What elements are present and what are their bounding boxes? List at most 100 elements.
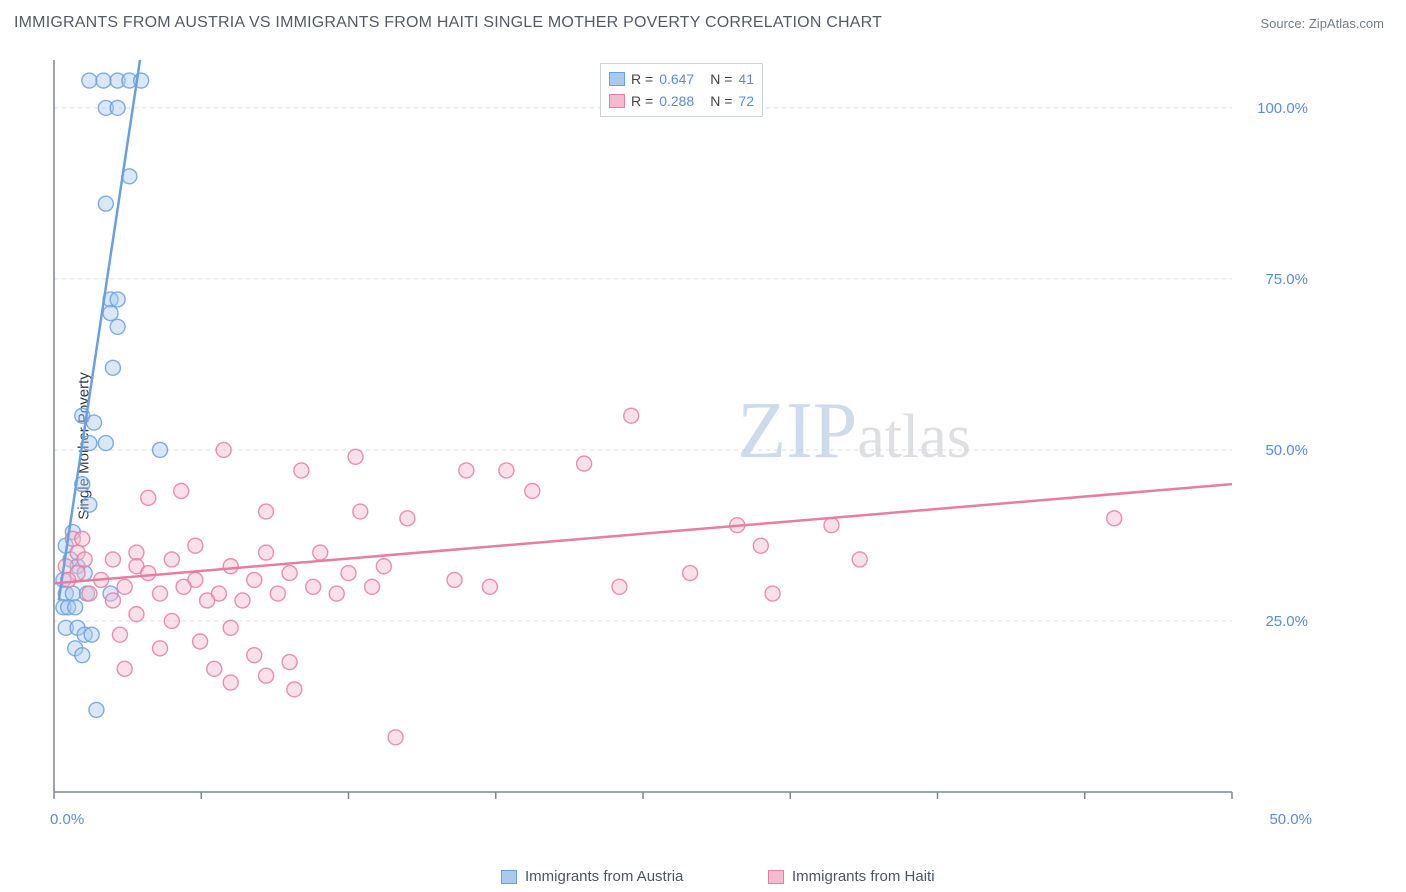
data-point-austria [110,100,125,115]
data-point-austria [82,73,97,88]
y-tick-label: 25.0% [1265,613,1308,630]
data-point-haiti [499,463,514,478]
data-point-haiti [176,579,191,594]
data-point-austria [105,360,120,375]
data-point-haiti [624,408,639,423]
data-point-austria [65,586,80,601]
data-point-austria [87,415,102,430]
data-point-haiti [294,463,309,478]
legend-n-key: N = [710,93,732,109]
data-point-haiti [75,531,90,546]
y-tick-label: 75.0% [1265,271,1308,288]
y-tick-label: 100.0% [1257,100,1308,117]
data-point-haiti [188,538,203,553]
data-point-haiti [447,572,462,587]
data-point-austria [153,442,168,457]
data-point-haiti [216,442,231,457]
data-point-austria [103,306,118,321]
data-point-austria [68,600,83,615]
data-point-haiti [247,648,262,663]
data-point-haiti [164,613,179,628]
data-point-haiti [388,730,403,745]
series-legend-haiti: Immigrants from Haiti [768,868,935,885]
data-point-haiti [82,586,97,601]
data-point-austria [98,436,113,451]
data-point-haiti [200,593,215,608]
trend-line-haiti [54,484,1232,583]
data-point-haiti [117,661,132,676]
data-point-haiti [353,504,368,519]
legend-swatch-icon [609,94,625,108]
data-point-haiti [153,641,168,656]
data-point-haiti [459,463,474,478]
data-point-haiti [259,668,274,683]
data-point-haiti [612,579,627,594]
data-point-haiti [287,682,302,697]
data-point-haiti [577,456,592,471]
data-point-austria [110,292,125,307]
legend-r-value: 0.288 [659,93,694,109]
data-point-austria [82,497,97,512]
y-tick-label: 50.0% [1265,442,1308,459]
data-point-haiti [223,559,238,574]
chart-plot-area: ZIPatlas25.0%50.0%75.0%100.0%0.0%50.0% R… [48,60,1318,834]
legend-r-key: R = [631,71,653,87]
data-point-austria [89,702,104,717]
data-point-haiti [235,593,250,608]
data-point-haiti [129,607,144,622]
data-point-austria [96,73,111,88]
data-point-haiti [141,490,156,505]
data-point-haiti [824,518,839,533]
correlation-legend: R =0.647N =41R =0.288N =72 [600,63,763,117]
data-point-haiti [247,572,262,587]
data-point-haiti [329,586,344,601]
legend-label-haiti: Immigrants from Haiti [792,868,935,885]
data-point-haiti [223,620,238,635]
legend-swatch-icon [609,72,625,86]
data-point-haiti [174,483,189,498]
source-attribution: Source: ZipAtlas.com [1260,16,1384,31]
data-point-haiti [129,545,144,560]
data-point-haiti [207,661,222,676]
data-point-austria [84,627,99,642]
data-point-haiti [1107,511,1122,526]
data-point-haiti [376,559,391,574]
legend-r-value: 0.647 [659,71,694,87]
watermark: ZIPatlas [737,387,971,475]
data-point-haiti [153,586,168,601]
data-point-haiti [112,627,127,642]
data-point-haiti [117,579,132,594]
data-point-haiti [223,675,238,690]
data-point-austria [98,196,113,211]
chart-svg: ZIPatlas25.0%50.0%75.0%100.0%0.0%50.0% [48,60,1318,834]
data-point-haiti [306,579,321,594]
data-point-haiti [259,504,274,519]
data-point-haiti [400,511,415,526]
legend-n-key: N = [710,71,732,87]
legend-swatch-icon [501,870,517,884]
trend-line-austria [59,60,149,600]
legend-row-haiti: R = 0.288 N = 72 [609,90,754,112]
legend-row-austria: R =0.647N =41 [609,68,754,90]
data-point-haiti [341,566,356,581]
data-point-haiti [282,566,297,581]
data-point-haiti [77,552,92,567]
data-point-haiti [365,579,380,594]
source-value: ZipAtlas.com [1309,16,1384,31]
source-label: Source: [1260,16,1308,31]
data-point-haiti [765,586,780,601]
data-point-haiti [259,545,274,560]
data-point-haiti [270,586,285,601]
data-point-haiti [105,593,120,608]
data-point-haiti [313,545,328,560]
legend-n-value: 72 [738,93,754,109]
series-legend-austria: Immigrants from Austria [501,868,683,885]
legend-r-key: R = [631,93,653,109]
data-point-haiti [683,566,698,581]
data-point-haiti [852,552,867,567]
data-point-haiti [525,483,540,498]
data-point-haiti [348,449,363,464]
data-point-haiti [105,552,120,567]
data-point-austria [110,319,125,334]
data-point-haiti [193,634,208,649]
